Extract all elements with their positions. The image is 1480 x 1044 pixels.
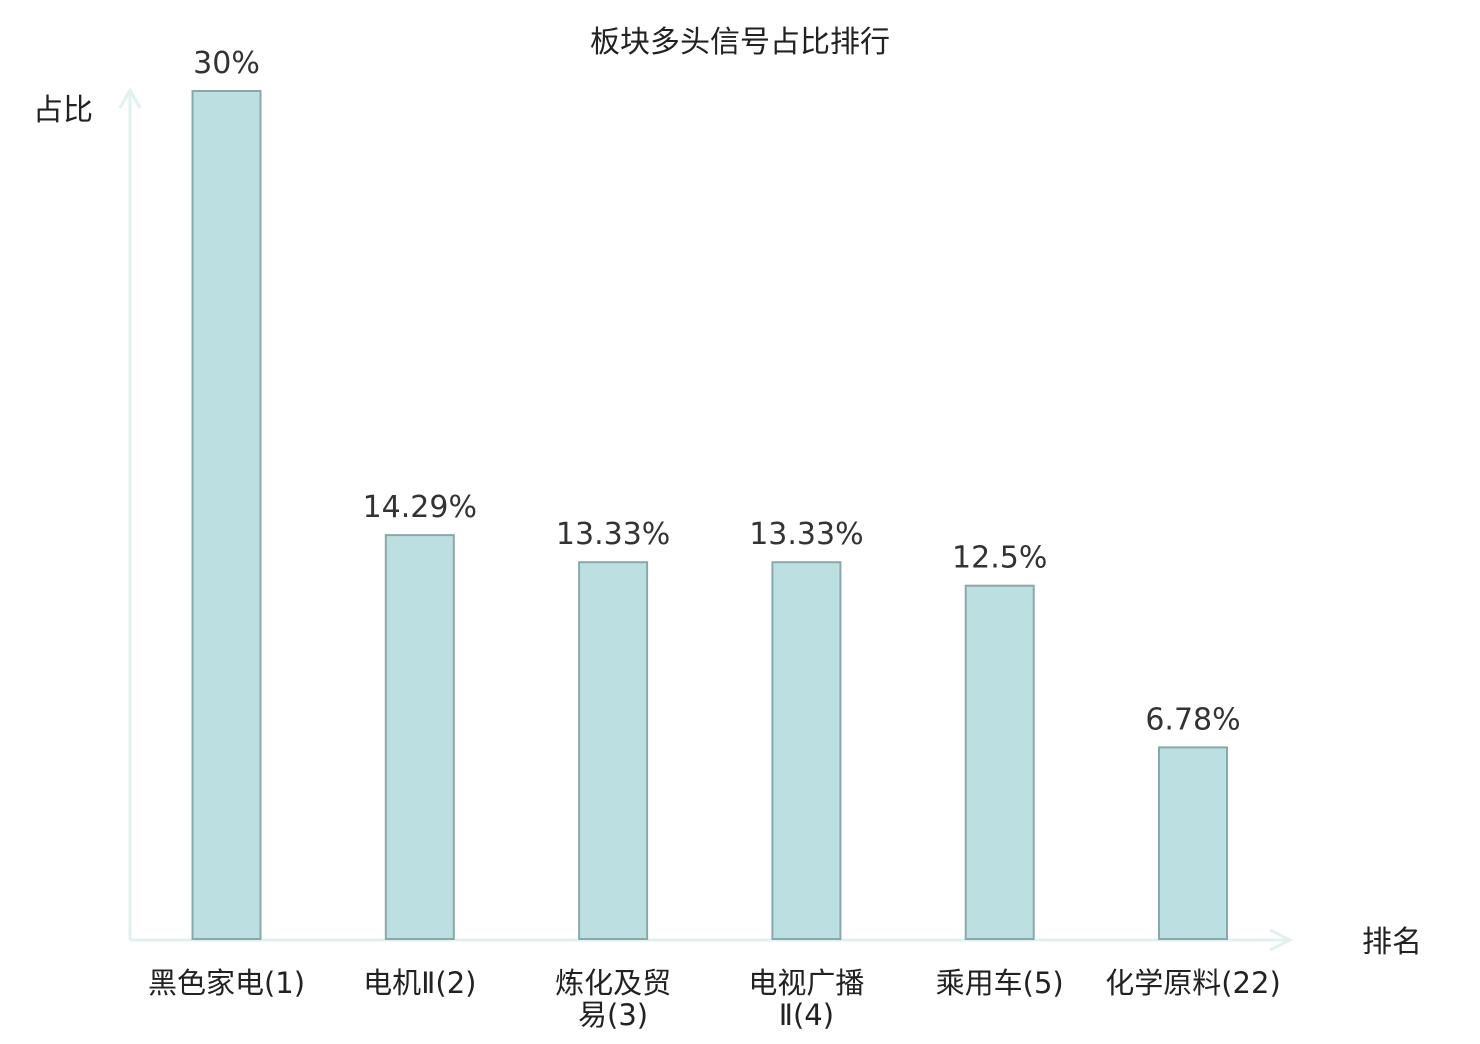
category-label-1: 电机Ⅱ(2) [363, 966, 476, 1000]
bar-1 [384, 534, 455, 940]
value-label-2: 13.33% [556, 517, 670, 552]
bar-4 [964, 584, 1035, 940]
bar-2 [578, 561, 649, 940]
category-labels-group: 黑色家电(1) 电机Ⅱ(2) 炼化及贸易(3) 电视广播 Ⅱ(4) 乘用车(5) 化学原料(… [148, 966, 1281, 1032]
category-label-line: 电机Ⅱ(2) [363, 966, 476, 1000]
y-axis-label: 占比 [33, 93, 93, 128]
axes [118, 86, 1294, 952]
chart-title: 板块多头信号占比排行 [590, 25, 890, 60]
value-labels-group: 30% 14.29% 13.33% 13.33% 12.5% 6.78% [193, 46, 1241, 737]
bar-5 [1158, 746, 1228, 941]
category-label-5: 化学原料(22) [1105, 966, 1281, 1000]
value-label-5: 6.78% [1145, 702, 1240, 737]
category-label-4: 乘用车(5) [936, 966, 1064, 1000]
category-label-line: 乘用车(5) [936, 966, 1064, 1000]
value-label-4: 12.5% [952, 541, 1047, 576]
value-label-0: 30% [193, 46, 260, 81]
category-label-3: 电视广播 Ⅱ(4) [748, 966, 864, 1032]
category-label-line: 电视广播 [748, 966, 864, 1000]
category-label-0: 黑色家电(1) [148, 966, 305, 1000]
value-label-3: 13.33% [749, 517, 863, 552]
x-axis-arrow [1269, 928, 1294, 952]
y-axis-arrow [118, 86, 142, 109]
category-label-line: 易(3) [578, 998, 648, 1032]
x-axis-label: 排名 [1362, 925, 1422, 960]
value-label-1: 14.29% [363, 490, 477, 525]
bar-3 [771, 561, 842, 940]
bar-0 [191, 90, 262, 940]
category-label-line: Ⅱ(4) [779, 998, 834, 1032]
category-label-2: 炼化及贸易(3) [555, 966, 671, 1032]
category-label-line: 化学原料(22) [1105, 966, 1281, 1000]
category-label-line: 炼化及贸 [555, 966, 671, 1000]
bars-group [191, 90, 1228, 941]
category-label-line: 黑色家电(1) [148, 966, 305, 1000]
